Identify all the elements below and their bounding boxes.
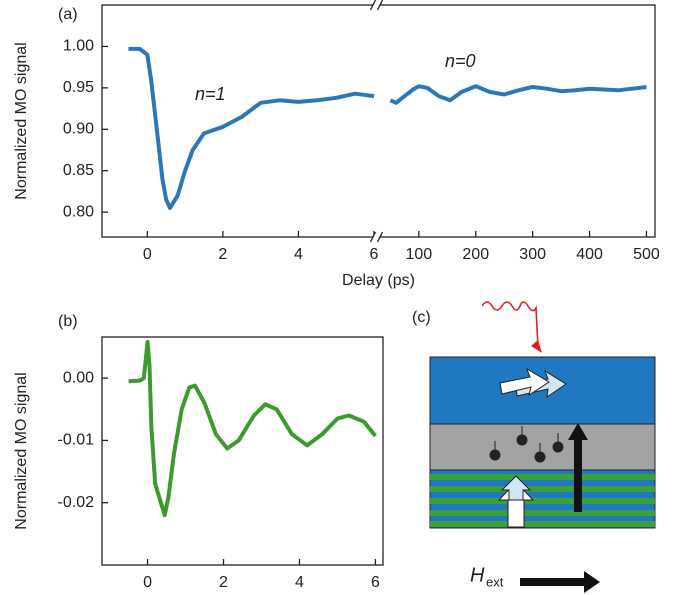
y-tick-label: 0.95 [63, 79, 94, 96]
x-tick-label: 6 [371, 574, 380, 591]
x-tick-label: 4 [295, 574, 304, 591]
x-tick-label: 4 [294, 246, 303, 263]
x-tick-label: 0 [143, 574, 152, 591]
panel-label: (b) [58, 313, 78, 330]
series-label: n=1 [195, 84, 226, 104]
panel-label: (a) [58, 6, 78, 23]
y-tick-label: -0.02 [58, 494, 95, 511]
magnetization-arrow [499, 367, 550, 397]
field-arrow [520, 571, 600, 593]
panel-label: (c) [412, 309, 431, 326]
series-label: n=0 [445, 51, 476, 71]
axis-break [376, 0, 384, 11]
y-tick-label: 0.00 [63, 369, 94, 386]
y-axis-label: Normalized MO signal [13, 42, 30, 199]
axis-break [369, 0, 377, 11]
spin-current-arrow [568, 423, 588, 512]
plot-frame [101, 4, 656, 238]
pulse-arrowhead [531, 340, 542, 353]
x-tick-label: 100 [405, 246, 432, 263]
x-axis-label: Delay (ps) [342, 272, 415, 289]
plot-frame [101, 336, 384, 566]
x-tick-label: 2 [218, 246, 227, 263]
data-line [128, 340, 377, 518]
axis-break [369, 231, 377, 243]
y-tick-label: 0.90 [63, 121, 94, 138]
field-subscript: ext [486, 574, 504, 589]
x-tick-label: 2 [219, 574, 228, 591]
axis-break-gap [373, 235, 380, 239]
x-tick-label: 400 [576, 246, 603, 263]
axis-break-gap [373, 3, 380, 7]
field-label: H [470, 564, 485, 586]
y-axis-label: Normalized MO signal [13, 372, 30, 529]
y-tick-label: 0.85 [63, 162, 94, 179]
bottom-tilt-arrow [500, 475, 532, 501]
x-tick-label: 200 [462, 246, 489, 263]
light-pulse [481, 301, 539, 349]
axis-break [376, 231, 384, 243]
y-tick-label: 1.00 [63, 38, 94, 55]
bottom-magnetization-arrow [497, 481, 535, 528]
y-tick-label: -0.01 [58, 432, 95, 449]
x-tick-label: 0 [143, 246, 152, 263]
x-tick-label: 300 [519, 246, 546, 263]
stripes [430, 474, 655, 527]
data-line [128, 46, 375, 210]
x-tick-label: 6 [370, 246, 379, 263]
x-tick-label: 500 [633, 246, 660, 263]
electrons [489, 426, 564, 463]
diagram-c: (c) H ext [412, 301, 656, 593]
data-line [389, 84, 647, 105]
y-tick-label: 0.80 [63, 203, 94, 220]
spacer-layer [429, 423, 656, 471]
